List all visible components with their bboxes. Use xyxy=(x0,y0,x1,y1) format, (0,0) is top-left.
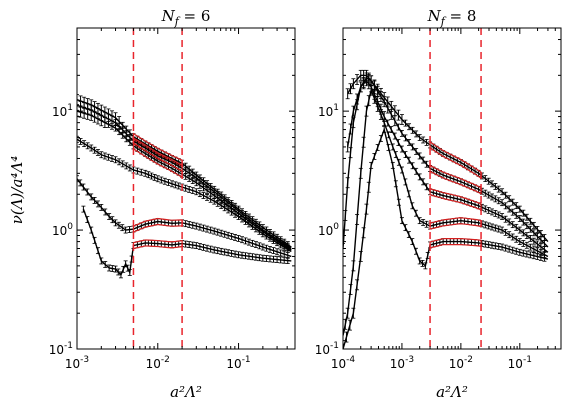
x-axis-label: a²Λ² xyxy=(436,383,468,401)
fit-band-3 xyxy=(429,217,482,230)
y-tick-label: 101 xyxy=(52,103,73,119)
x-tick-label: 10-1 xyxy=(226,355,250,371)
fit-band-2 xyxy=(429,187,482,211)
plot-area xyxy=(343,69,549,349)
x-tick-label: 10-4 xyxy=(331,355,356,371)
x-tick-label: 10-3 xyxy=(390,355,414,371)
panel-nf6: 10-3 10-2 10-1 10-1 100 101 Nf = 6 a²Λ² xyxy=(49,7,296,401)
x-tick-label: 10-2 xyxy=(146,355,170,371)
fit-band-1 xyxy=(429,164,482,195)
panel-nf8: 10-4 10-3 10-2 10-1 10-1 100 101 Nf = 8 a²Λ² xyxy=(315,7,562,401)
x-tick-label: 10-1 xyxy=(508,355,532,371)
plot-area xyxy=(77,94,292,279)
axes-frame xyxy=(342,27,562,350)
axes-frame xyxy=(76,27,296,350)
x-tick-label: 10-2 xyxy=(449,355,473,371)
y-tick-label: 10-1 xyxy=(49,341,73,357)
panel-title: Nf = 6 xyxy=(161,7,211,28)
x-axis-label: a²Λ² xyxy=(170,383,202,401)
series-line-3 xyxy=(343,87,549,336)
y-tick-label: 10-1 xyxy=(315,341,339,357)
y-tick-label: 100 xyxy=(318,222,339,238)
y-tick-label: 100 xyxy=(52,222,73,238)
series-line-5 xyxy=(82,208,292,277)
y-axis-label: ν(Λ)/a⁴Λ⁴ xyxy=(8,156,26,225)
series-line-2 xyxy=(343,79,549,253)
x-tick-label: 10-3 xyxy=(65,355,89,371)
panel-title: Nf = 8 xyxy=(427,7,477,28)
y-tick-label: 101 xyxy=(318,103,339,119)
